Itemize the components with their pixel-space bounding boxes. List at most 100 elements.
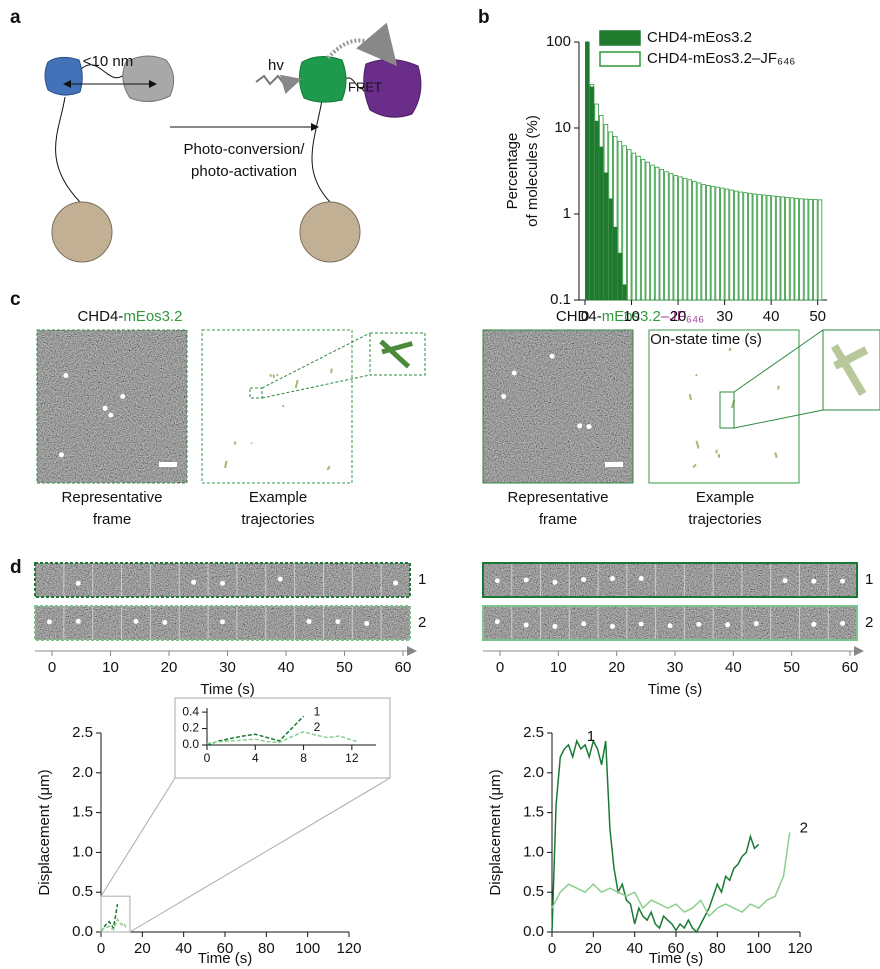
conversion-label: Photo-conversion/ (184, 141, 306, 158)
bar (683, 178, 687, 300)
y-tick-label: 2.5 (523, 724, 544, 741)
y-tick-label: 1 (563, 205, 571, 222)
x-tick-label: 60 (842, 659, 859, 676)
x-tick-label: 10 (550, 659, 567, 676)
image-caption: Representative (62, 489, 163, 506)
bar (730, 190, 734, 300)
image-caption: Example (696, 489, 754, 506)
x-axis-label: Time (s) (648, 681, 702, 698)
x-tick-label: 120 (336, 940, 361, 957)
trajectory (251, 443, 252, 444)
trajectory-box (649, 330, 799, 483)
bar (800, 199, 804, 300)
line (552, 741, 759, 932)
speckle (524, 622, 529, 627)
y-tick-label: 0.0 (72, 923, 93, 940)
x-axis-label: Time (s) (649, 950, 703, 967)
x-tick-label: 0 (97, 940, 105, 957)
strip-label: 1 (865, 571, 873, 588)
y-axis-label: Displacement (μm) (36, 769, 53, 895)
y-tick-label: 1.5 (72, 804, 93, 821)
bar (637, 156, 641, 300)
bar (609, 199, 613, 300)
bar (688, 180, 692, 300)
bar (693, 181, 697, 300)
speckle (840, 579, 845, 584)
zoom-line (130, 778, 390, 932)
speckle (63, 373, 68, 378)
strip (35, 563, 410, 597)
bar (818, 200, 822, 300)
speckle (393, 580, 398, 585)
bar (665, 172, 669, 300)
x-tick-label: 50 (783, 659, 800, 676)
bar (646, 162, 650, 300)
speckle (587, 424, 592, 429)
x-tick-label: 20 (161, 659, 178, 676)
image-caption: trajectories (241, 511, 314, 528)
scale-bar (159, 462, 177, 467)
speckle (639, 621, 644, 626)
x-tick-label: 50 (336, 659, 353, 676)
bar (586, 42, 590, 300)
speckle (120, 394, 125, 399)
speckle (512, 370, 517, 375)
x-tick-label: 0 (48, 659, 56, 676)
image-caption: frame (93, 511, 131, 528)
image-frame (483, 330, 633, 483)
speckle (725, 622, 730, 627)
y-tick-label: 10 (554, 119, 571, 136)
x-tick-label: 30 (716, 308, 733, 325)
strip (483, 606, 857, 640)
speckle (108, 413, 113, 418)
speckle (696, 622, 701, 627)
bar (702, 185, 706, 300)
speckle (552, 580, 557, 585)
bar (623, 285, 627, 300)
bar (632, 153, 636, 300)
y-tick-label: 1.0 (523, 843, 544, 860)
panel-label: b (478, 7, 490, 28)
x-tick-label: 40 (725, 659, 742, 676)
x-tick-label: 30 (667, 659, 684, 676)
trajectory (775, 453, 776, 458)
y-tick-label: 0.0 (182, 737, 199, 751)
speckle (550, 354, 555, 359)
bar (753, 194, 757, 300)
bar (679, 177, 683, 300)
y-tick-label: 2.5 (72, 724, 93, 741)
y-tick-label: 0.2 (182, 721, 199, 735)
x-tick-label: 40 (626, 940, 643, 957)
x-tick-label: 8 (300, 751, 307, 765)
bar (762, 195, 766, 300)
x-tick-label: 12 (345, 751, 359, 765)
bar (767, 196, 771, 300)
speckle (59, 452, 64, 457)
speckle (668, 623, 673, 628)
x-tick-label: 100 (746, 940, 771, 957)
speckle (162, 620, 167, 625)
line (101, 904, 118, 932)
speckle (610, 576, 615, 581)
bar (660, 169, 664, 300)
bar (720, 188, 724, 300)
diagram: <10 nm hv FRET Photo-conversion/ photo-a… (45, 40, 421, 262)
trajectory-box (202, 330, 352, 483)
trajectory (729, 348, 730, 351)
title-part: CHD4- (77, 308, 123, 325)
series-label: 1 (587, 728, 595, 745)
bar (623, 146, 627, 300)
speckle (783, 578, 788, 583)
panel-label: a (10, 7, 21, 28)
bar (655, 167, 659, 300)
legend-label: CHD4-mEos3.2–JF₆₄₆ (647, 50, 795, 67)
series-label: 2 (800, 819, 808, 836)
y-tick-label: 1.5 (523, 804, 544, 821)
series-label: 2 (314, 720, 321, 734)
bar (641, 160, 645, 300)
x-axis-label: Time (s) (200, 681, 254, 698)
bar (595, 121, 599, 300)
y-tick-label: 0.5 (523, 883, 544, 900)
image-caption: Example (249, 489, 307, 506)
x-axis-label: On-state time (s) (650, 331, 762, 348)
